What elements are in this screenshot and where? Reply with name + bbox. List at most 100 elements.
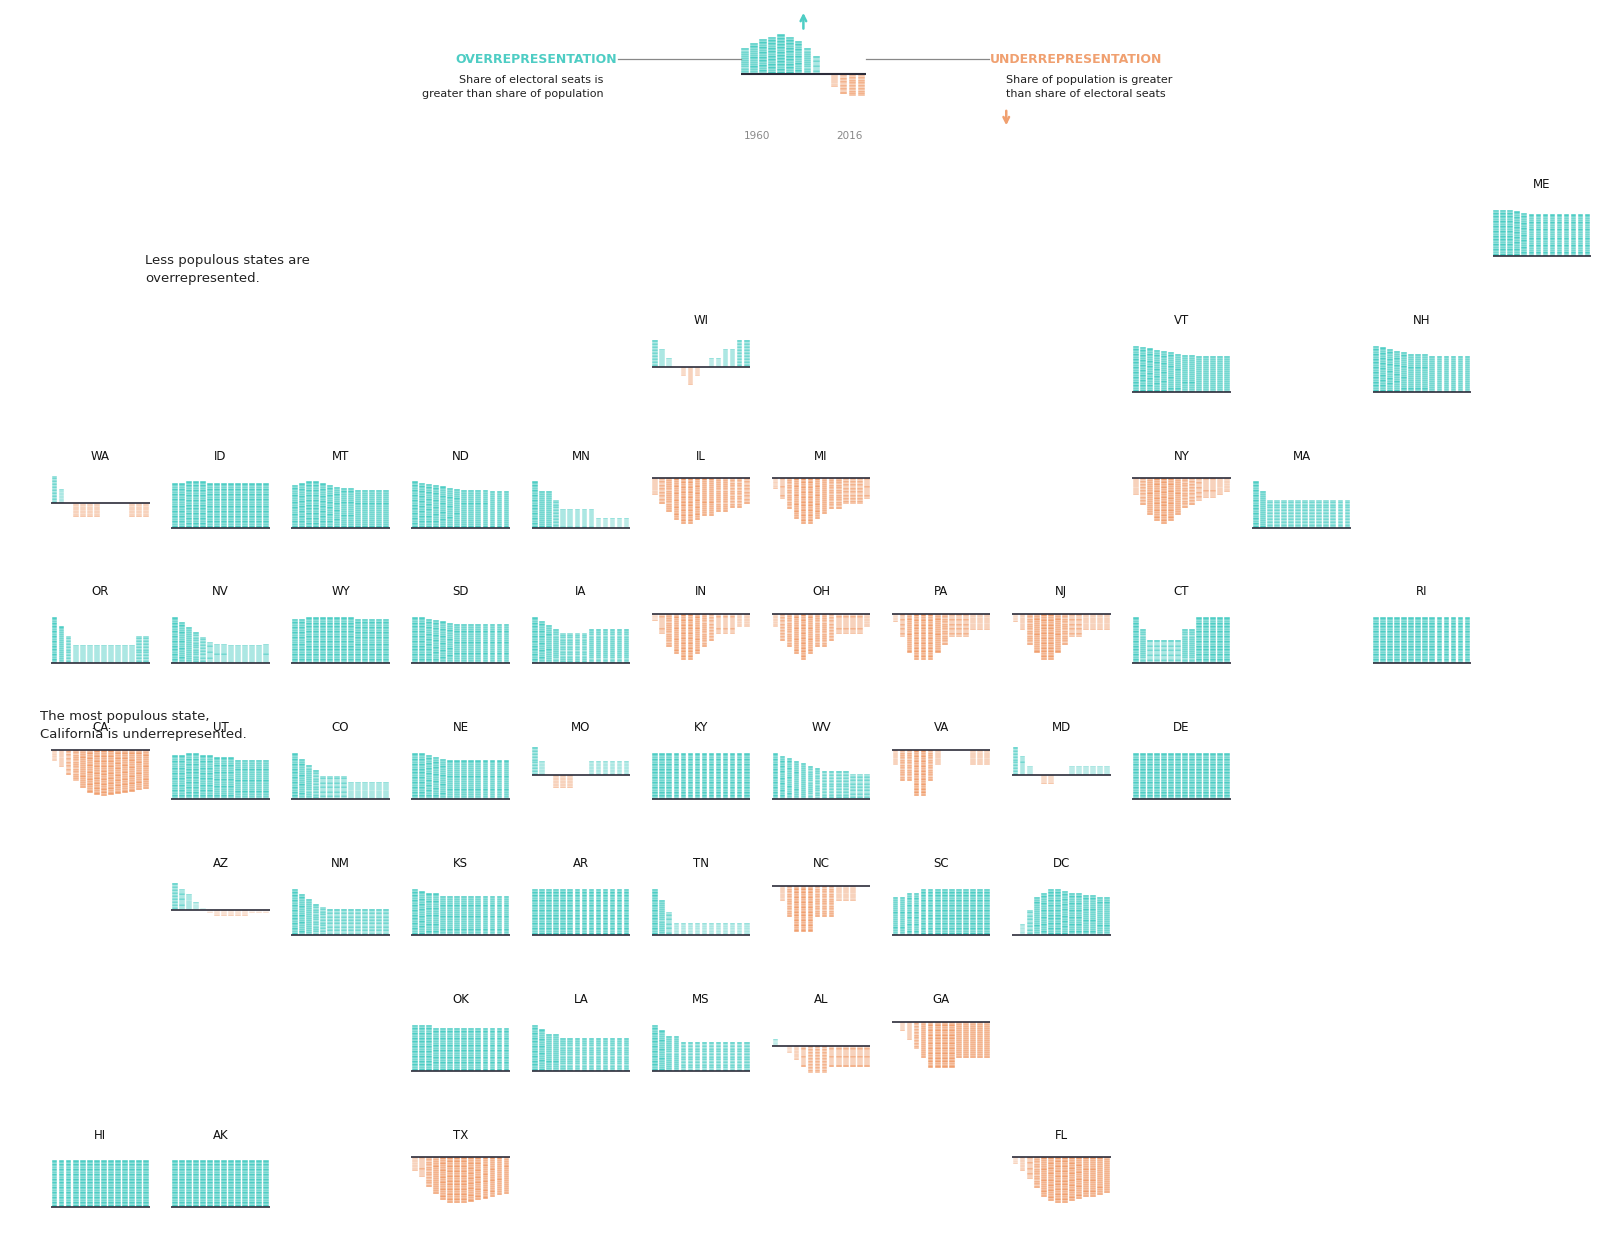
Bar	[815, 512, 821, 515]
Bar	[312, 653, 319, 656]
Bar	[702, 625, 707, 627]
Bar	[1338, 506, 1343, 507]
Bar	[1571, 217, 1576, 219]
Bar	[840, 89, 847, 92]
Bar	[412, 929, 417, 932]
Bar	[927, 779, 934, 781]
Bar	[840, 75, 847, 77]
Bar	[187, 481, 192, 484]
Text: The most populous state,
California is underrepresented.: The most populous state, California is u…	[40, 710, 246, 741]
Bar	[744, 485, 750, 487]
Bar	[539, 1069, 544, 1070]
Bar	[489, 643, 496, 646]
Bar	[1211, 651, 1216, 653]
Bar	[836, 482, 842, 484]
Bar	[1048, 658, 1053, 661]
Bar	[101, 786, 106, 789]
Bar	[1302, 520, 1307, 521]
Bar	[179, 785, 185, 788]
Bar	[716, 510, 721, 512]
Bar	[256, 505, 262, 507]
Bar	[1090, 1191, 1096, 1192]
Bar	[750, 68, 758, 69]
Bar	[1225, 759, 1230, 761]
Bar	[256, 494, 262, 496]
Bar	[1380, 653, 1386, 656]
Bar	[927, 624, 934, 627]
Bar	[369, 651, 375, 653]
Bar	[971, 1040, 976, 1042]
Bar	[554, 652, 559, 653]
Bar	[427, 625, 431, 628]
Bar	[779, 782, 786, 785]
Bar	[356, 519, 361, 521]
Bar	[306, 906, 312, 907]
Bar	[623, 662, 630, 663]
Bar	[737, 482, 742, 484]
Bar	[454, 509, 460, 510]
Bar	[1203, 374, 1209, 376]
Bar	[617, 899, 623, 902]
Bar	[787, 762, 792, 765]
Bar	[914, 622, 919, 624]
Bar	[892, 906, 898, 907]
Bar	[808, 795, 813, 798]
Bar	[1154, 359, 1159, 362]
Text: PA: PA	[934, 585, 948, 598]
Bar	[1048, 1169, 1053, 1172]
Bar	[1034, 617, 1040, 618]
Bar	[108, 785, 114, 788]
Bar	[744, 362, 750, 363]
Bar	[419, 1050, 425, 1053]
Bar	[1373, 350, 1378, 353]
Bar	[906, 904, 913, 907]
Bar	[744, 350, 750, 352]
Bar	[971, 1026, 976, 1027]
Bar	[808, 519, 813, 522]
Bar	[589, 927, 594, 929]
Bar	[702, 501, 707, 504]
Text: UNDERREPRESENTATION: UNDERREPRESENTATION	[990, 53, 1162, 65]
Bar	[475, 1177, 481, 1179]
Bar	[419, 1063, 425, 1065]
Bar	[1190, 360, 1195, 363]
Bar	[921, 914, 926, 917]
Bar	[667, 931, 671, 932]
Bar	[942, 1037, 948, 1040]
Bar	[914, 1035, 919, 1037]
Bar	[850, 490, 855, 491]
Bar	[554, 1065, 559, 1066]
Bar	[708, 1063, 715, 1064]
Bar	[187, 784, 192, 786]
Bar	[596, 1040, 601, 1042]
Bar	[723, 479, 728, 480]
Bar	[623, 922, 630, 924]
Bar	[596, 652, 601, 653]
Bar	[250, 491, 254, 494]
Bar	[469, 1187, 473, 1189]
Bar	[596, 1044, 601, 1046]
Bar	[489, 782, 496, 784]
Bar	[1182, 388, 1188, 389]
Bar	[539, 622, 544, 623]
Bar	[1104, 903, 1109, 906]
Bar	[448, 647, 452, 649]
Bar	[729, 506, 736, 507]
Bar	[193, 1196, 198, 1199]
Bar	[1034, 921, 1040, 922]
Bar	[554, 899, 559, 902]
Bar	[137, 1199, 142, 1202]
Bar	[794, 496, 799, 499]
Bar	[348, 628, 354, 631]
Bar	[369, 913, 375, 916]
Bar	[87, 1181, 93, 1183]
Bar	[504, 1179, 509, 1182]
Bar	[412, 628, 417, 631]
Bar	[462, 767, 467, 769]
Bar	[596, 907, 601, 909]
Bar	[808, 1049, 813, 1051]
Bar	[660, 482, 665, 484]
Bar	[427, 1048, 431, 1050]
Bar	[179, 629, 185, 632]
Bar	[448, 1186, 452, 1188]
